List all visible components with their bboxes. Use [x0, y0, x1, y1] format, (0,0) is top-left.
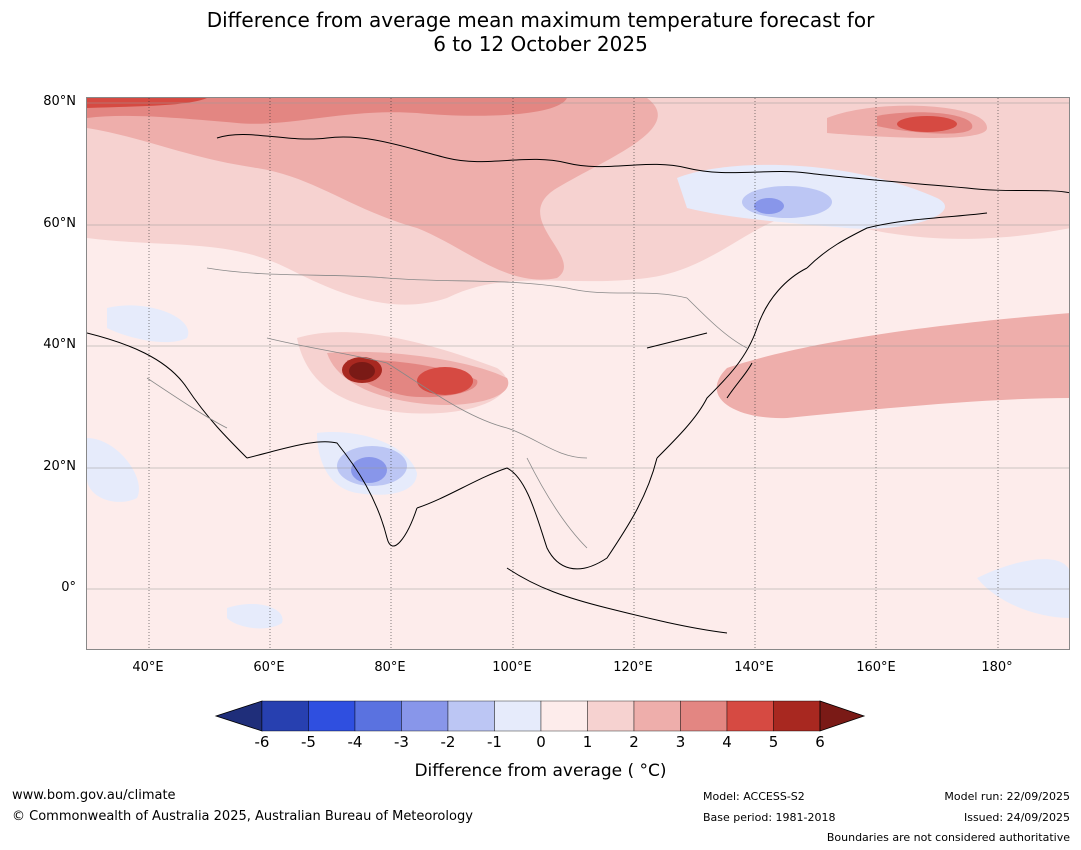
colorbar-tick-label: 5 — [768, 733, 779, 751]
footer-issued: Issued: 24/09/2025 — [963, 811, 1070, 824]
lon-label-180: 180° — [981, 660, 1013, 675]
lon-label-100e: 100°E — [492, 660, 532, 675]
colorbar-segment — [494, 700, 542, 732]
colorbar-tick-label: 3 — [675, 733, 686, 751]
colorbar-tick-label: -5 — [301, 733, 316, 751]
anomaly-region-tibet-inner — [417, 367, 473, 395]
footer-copyright: © Commonwealth of Australia 2025, Austra… — [12, 809, 473, 824]
lon-label-140e: 140°E — [734, 660, 774, 675]
anomaly-region-2to3 — [87, 98, 658, 280]
anomaly-region-cool-ne-mid — [742, 186, 832, 218]
forecast-map — [86, 97, 1070, 650]
lat-label-40n: 40°N — [43, 337, 76, 352]
footer-model: Model: ACCESS-S2 — [703, 790, 805, 803]
lon-label-80e: 80°E — [374, 660, 406, 675]
lat-label-80n: 80°N — [43, 94, 76, 109]
lon-label-60e: 60°E — [253, 660, 285, 675]
colorbar-tick-label: -4 — [347, 733, 363, 751]
anomaly-region-ocean-cool — [227, 603, 283, 629]
parallel-lines — [87, 102, 1069, 590]
lon-label-120e: 120°E — [613, 660, 653, 675]
footer-base-period: Base period: 1981-2018 — [703, 811, 836, 824]
colorbar-tick-label: 6 — [815, 733, 825, 751]
lon-label-40e: 40°E — [132, 660, 164, 675]
colorbar-segment — [540, 700, 588, 732]
anomaly-region-arabia-cool — [87, 438, 139, 502]
title-line-2: 6 to 12 October 2025 — [433, 32, 648, 56]
lat-label-60n: 60°N — [43, 216, 76, 231]
colorbar-tick-label: -3 — [394, 733, 409, 751]
colorbar-segments — [214, 700, 866, 732]
anomaly-region-3to4-north — [87, 98, 567, 124]
anomaly-region-india-core — [351, 457, 387, 483]
colorbar-tick-label: -2 — [440, 733, 456, 751]
colorbar-extend-low — [214, 700, 263, 732]
colorbar-tick-label: 1 — [582, 733, 593, 751]
anomaly-region-caspian-cool — [107, 305, 189, 343]
colorbar-extend-high — [819, 700, 866, 732]
colorbar-segment — [680, 700, 728, 732]
coastlines — [87, 133, 1069, 634]
colorbar-tick-label: 4 — [722, 733, 732, 751]
colorbar-segment — [261, 700, 309, 732]
colorbar-tick-label: -6 — [254, 733, 270, 751]
colorbar-segment — [633, 700, 681, 732]
colorbar-segment — [726, 700, 774, 732]
colorbar-tick-label: -1 — [487, 733, 502, 751]
title-line-1: Difference from average mean maximum tem… — [206, 8, 875, 32]
colorbar-segment — [447, 700, 495, 732]
colorbar-tick-label: 2 — [629, 733, 639, 751]
map-title: Difference from average mean maximum tem… — [0, 8, 1081, 56]
anomaly-region-cool-ne-core — [754, 198, 784, 214]
lat-label-20n: 20°N — [43, 459, 76, 474]
country-borders — [146, 267, 748, 549]
footer-url[interactable]: www.bom.gov.au/climate — [12, 788, 176, 803]
anomaly-region-pacific-cool — [977, 559, 1069, 618]
footer-model-run: Model run: 22/09/2025 — [944, 790, 1070, 803]
colorbar-segment — [587, 700, 635, 732]
meridian-lines — [148, 98, 999, 649]
colorbar-segment — [354, 700, 402, 732]
anomaly-core-east-siberia — [897, 116, 957, 132]
colorbar-tick-label: 0 — [536, 733, 546, 751]
lon-label-160e: 160°E — [856, 660, 896, 675]
anomaly-core-karakoram — [349, 362, 375, 380]
lat-label-0: 0° — [61, 580, 76, 595]
footer-disclaimer: Boundaries are not considered authoritat… — [826, 831, 1070, 844]
colorbar-segment — [773, 700, 821, 732]
colorbar-segment — [308, 700, 356, 732]
colorbar-label: Difference from average ( °C) — [414, 761, 667, 781]
map-canvas — [87, 98, 1069, 649]
anomaly-region-pacific — [716, 313, 1069, 419]
colorbar-segment — [401, 700, 449, 732]
